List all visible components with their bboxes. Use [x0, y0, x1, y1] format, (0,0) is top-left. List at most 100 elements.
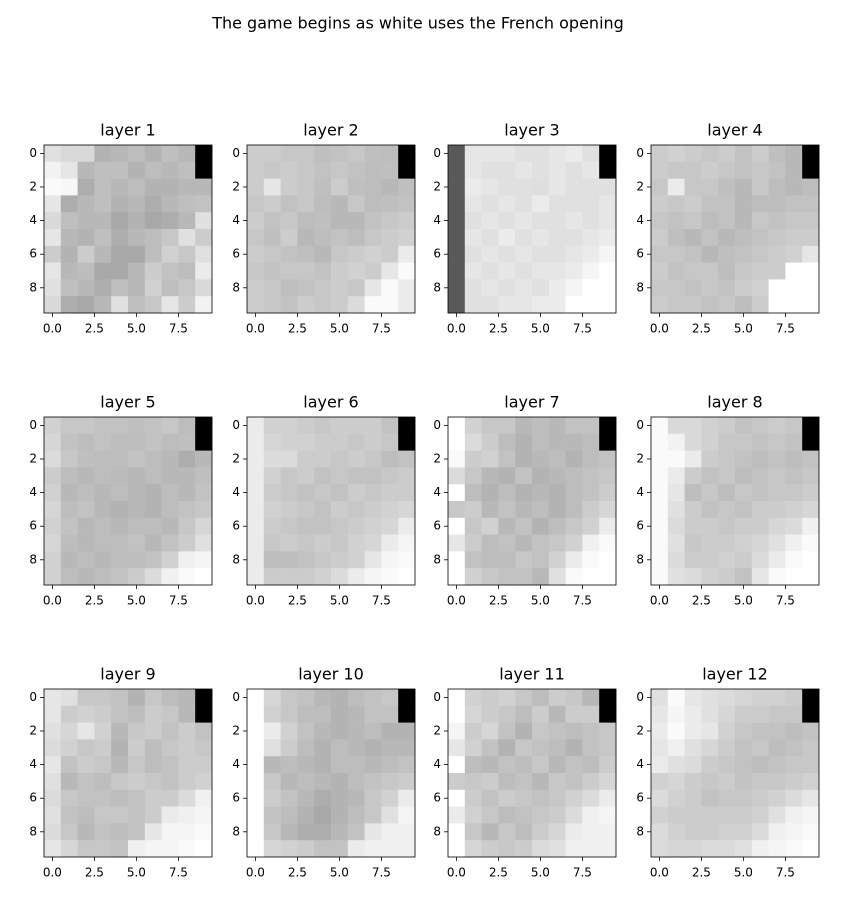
heatmap-cell — [94, 739, 112, 757]
heatmap-cell — [111, 534, 129, 552]
heatmap-cell — [128, 823, 146, 841]
heatmap-cell — [802, 296, 820, 314]
heatmap-cell — [515, 467, 533, 485]
y-tick-label: 8 — [29, 824, 37, 838]
heatmap-cell — [498, 840, 516, 858]
heatmap-cell — [263, 722, 281, 740]
heatmap-cell — [785, 773, 803, 791]
heatmap-cell — [161, 705, 179, 723]
heatmap-cell — [498, 279, 516, 297]
heatmap-cell — [565, 501, 583, 519]
heatmap-cell — [701, 534, 719, 552]
heatmap-cell — [297, 195, 315, 213]
heatmap-cell — [60, 279, 78, 297]
heatmap-cell — [263, 245, 281, 263]
y-tick-label: 6 — [29, 519, 37, 533]
heatmap-cell — [94, 279, 112, 297]
heatmap-cell — [178, 705, 196, 723]
heatmap-cell — [364, 450, 382, 468]
heatmap-cell — [565, 823, 583, 841]
heatmap-cell — [314, 806, 332, 824]
heatmap-cell — [718, 806, 736, 824]
heatmap-cell — [128, 722, 146, 740]
subplot-title: layer 7 — [504, 393, 559, 412]
heatmap-cell — [751, 756, 769, 774]
heatmap-cell — [60, 739, 78, 757]
heatmap-cell — [195, 467, 213, 485]
heatmap-cell — [44, 178, 62, 196]
heatmap-cell — [144, 484, 162, 502]
heatmap-cell — [144, 806, 162, 824]
heatmap-cell — [77, 568, 95, 586]
heatmap-cell — [60, 161, 78, 179]
heatmap-cell — [532, 484, 550, 502]
heatmap-cell — [785, 551, 803, 569]
heatmap-cell — [94, 789, 112, 807]
heatmap-cell — [297, 722, 315, 740]
heatmap-cell — [515, 195, 533, 213]
heatmap-cell — [498, 705, 516, 723]
heatmap-cell — [718, 705, 736, 723]
heatmap-cell — [802, 551, 820, 569]
heatmap-cell — [297, 789, 315, 807]
heatmap-cell — [297, 262, 315, 280]
heatmap-cell — [735, 689, 753, 707]
heatmap-cell — [667, 534, 685, 552]
heatmap-cell — [735, 484, 753, 502]
heatmap-cell — [247, 417, 265, 435]
heatmap-cell — [751, 823, 769, 841]
heatmap-cell — [768, 722, 786, 740]
y-tick-label: 2 — [232, 724, 240, 738]
heatmap-cell — [448, 161, 466, 179]
y-tick-label: 2 — [636, 180, 644, 194]
heatmap-cell — [684, 279, 702, 297]
heatmap-cell — [718, 840, 736, 858]
heatmap-cell — [582, 789, 600, 807]
heatmap-cell — [297, 467, 315, 485]
heatmap-cell — [751, 145, 769, 163]
heatmap-cell — [111, 467, 129, 485]
heatmap-cell — [448, 806, 466, 824]
y-tick-label: 6 — [636, 247, 644, 261]
heatmap-cell — [802, 722, 820, 740]
heatmap-cell — [751, 568, 769, 586]
heatmap-cell — [785, 178, 803, 196]
heatmap-cell — [314, 161, 332, 179]
heatmap-cell — [347, 450, 365, 468]
heatmap-cell — [77, 178, 95, 196]
heatmap-cell — [128, 756, 146, 774]
x-tick-label: 5.0 — [127, 322, 146, 336]
heatmap-cell — [128, 534, 146, 552]
heatmap-cell — [280, 484, 298, 502]
heatmap-cell — [464, 568, 482, 586]
heatmap-cell — [77, 517, 95, 535]
heatmap-cell — [263, 145, 281, 163]
heatmap-cell — [247, 722, 265, 740]
heatmap-cell — [448, 417, 466, 435]
heatmap-cell — [44, 722, 62, 740]
heatmap-cell — [347, 245, 365, 263]
heatmap-cell — [280, 806, 298, 824]
heatmap-cell — [481, 145, 499, 163]
heatmap-cell — [582, 739, 600, 757]
heatmap-cell — [347, 689, 365, 707]
heatmap-cell — [111, 433, 129, 451]
heatmap-cell — [314, 262, 332, 280]
heatmap-cell — [548, 145, 566, 163]
heatmap-cell — [381, 296, 399, 314]
heatmap-cell — [60, 484, 78, 502]
heatmap-cell — [532, 739, 550, 757]
heatmap-cell — [263, 450, 281, 468]
heatmap-cell — [548, 568, 566, 586]
y-tick-label: 2 — [433, 724, 441, 738]
heatmap-cell — [263, 484, 281, 502]
heatmap-cell — [667, 245, 685, 263]
heatmap-cell — [498, 296, 516, 314]
x-tick-label: 7.5 — [776, 866, 795, 880]
heatmap-cell — [128, 467, 146, 485]
heatmap-cell — [44, 534, 62, 552]
heatmap-cell — [481, 195, 499, 213]
heatmap-cell — [314, 756, 332, 774]
heatmap-cell — [735, 823, 753, 841]
heatmap-cell — [582, 517, 600, 535]
